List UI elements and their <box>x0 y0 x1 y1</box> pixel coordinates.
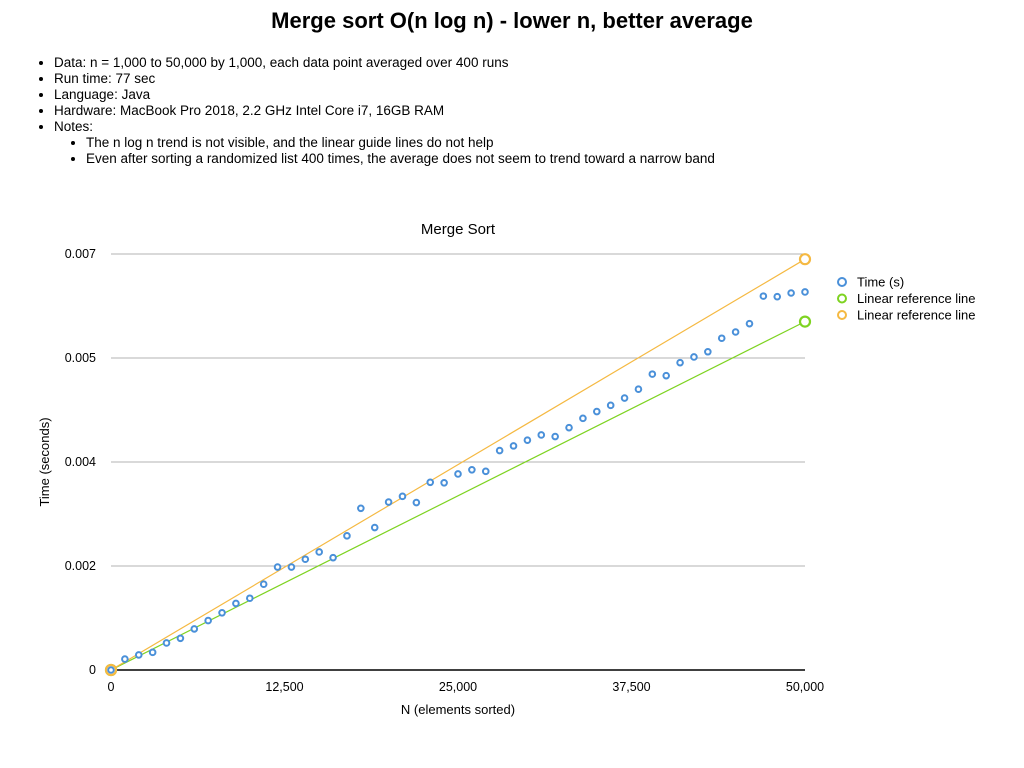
data-point-27 <box>481 467 490 476</box>
tick-labels: 0 0.002 0.004 0.005 0.007 0 12,500 25,000 37,500… <box>65 247 824 694</box>
y-tick-label-0: 0 <box>89 663 96 677</box>
data-point-42 <box>690 353 698 361</box>
data-point-16 <box>329 553 337 562</box>
y-axis-label: Time (seconds) <box>37 417 52 506</box>
data-point-10 <box>246 594 254 603</box>
data-point-8 <box>218 609 226 617</box>
legend-marker-1 <box>837 293 847 304</box>
data-points <box>107 288 809 674</box>
data-point-36 <box>606 401 615 410</box>
gridlines <box>111 253 805 567</box>
data-point-13 <box>287 563 296 571</box>
data-point-25 <box>454 470 462 478</box>
notes-list: Data: n = 1,000 to 50,000 by 1,000, each… <box>54 55 715 167</box>
data-point-18 <box>357 504 365 513</box>
data-point-29 <box>509 442 518 450</box>
note-data: Data: n = 1,000 to 50,000 by 1,000, each… <box>54 55 715 71</box>
x-tick-label-1: 12,500 <box>265 680 303 694</box>
legend-label-2: Linear reference line <box>857 308 976 323</box>
data-point-23 <box>426 478 435 487</box>
subnote-trend: The n log n trend is not visible, and th… <box>86 135 715 151</box>
note-run-time: Run time: 77 sec <box>54 71 715 87</box>
data-point-30 <box>523 436 532 444</box>
data-point-41 <box>676 358 684 367</box>
legend-marker-2 <box>837 310 847 320</box>
y-tick-label-1: 0.002 <box>65 559 96 573</box>
data-point-5 <box>176 634 185 643</box>
data-point-1 <box>121 655 129 663</box>
reference-line-1 <box>110 321 806 671</box>
legend-label-1: Linear reference line <box>857 291 976 306</box>
reference-line-end-1 <box>798 315 812 328</box>
data-point-22 <box>412 498 421 507</box>
data-point-50 <box>801 288 809 296</box>
data-point-14 <box>301 555 310 564</box>
data-point-12 <box>273 563 282 571</box>
data-point-21 <box>398 492 407 501</box>
data-point-7 <box>204 616 212 625</box>
data-point-38 <box>634 385 643 394</box>
subnotes-list: The n log n trend is not visible, and th… <box>54 135 715 167</box>
reference-lines <box>104 253 812 677</box>
data-point-33 <box>565 423 573 432</box>
data-point-40 <box>662 371 671 380</box>
chart-title: Merge Sort <box>421 221 496 238</box>
data-point-28 <box>495 446 504 455</box>
data-point-9 <box>232 599 240 608</box>
x-axis-label: N (elements sorted) <box>401 702 515 717</box>
data-point-32 <box>551 432 559 441</box>
legend-label-0: Time (s) <box>857 275 904 290</box>
data-point-11 <box>259 580 268 589</box>
x-tick-label-4: 50,000 <box>786 680 824 694</box>
data-point-47 <box>759 292 768 300</box>
data-point-48 <box>773 292 782 301</box>
y-tick-label-4: 0.007 <box>65 247 96 261</box>
data-point-17 <box>343 532 351 540</box>
data-point-20 <box>384 498 393 506</box>
note-language: Language: Java <box>54 87 715 103</box>
data-point-44 <box>717 334 726 343</box>
note-notes: Notes: The n log n trend is not visible,… <box>54 119 715 167</box>
data-point-2 <box>134 651 143 659</box>
reference-line-end-2 <box>798 253 812 266</box>
x-tick-label-0: 0 <box>108 680 115 694</box>
data-point-49 <box>787 289 795 297</box>
data-point-35 <box>593 407 601 416</box>
subnote-average: Even after sorting a randomized list 400… <box>86 151 715 167</box>
data-point-43 <box>704 347 712 356</box>
note-notes-label: Notes: <box>54 119 94 134</box>
data-point-26 <box>468 466 476 474</box>
data-point-31 <box>537 431 546 439</box>
data-point-39 <box>648 370 657 378</box>
legend-marker-0 <box>837 277 847 287</box>
x-tick-label-2: 25,000 <box>439 680 477 694</box>
page-title: Merge sort O(n log n) - lower n, better … <box>271 8 753 33</box>
data-point-0 <box>107 666 115 674</box>
y-tick-label-3: 0.005 <box>65 351 96 365</box>
x-tick-label-3: 37,500 <box>612 680 650 694</box>
data-point-4 <box>162 639 171 647</box>
data-point-3 <box>148 648 157 657</box>
note-hardware: Hardware: MacBook Pro 2018, 2.2 GHz Inte… <box>54 103 715 119</box>
data-point-34 <box>579 414 587 423</box>
data-point-46 <box>745 319 754 328</box>
data-point-15 <box>315 548 324 556</box>
data-point-37 <box>620 394 629 402</box>
y-tick-label-2: 0.004 <box>65 455 96 469</box>
data-point-6 <box>190 625 199 633</box>
data-point-45 <box>731 328 740 336</box>
data-point-24 <box>440 479 448 487</box>
data-point-19 <box>370 523 379 532</box>
reference-line-2 <box>110 258 806 671</box>
